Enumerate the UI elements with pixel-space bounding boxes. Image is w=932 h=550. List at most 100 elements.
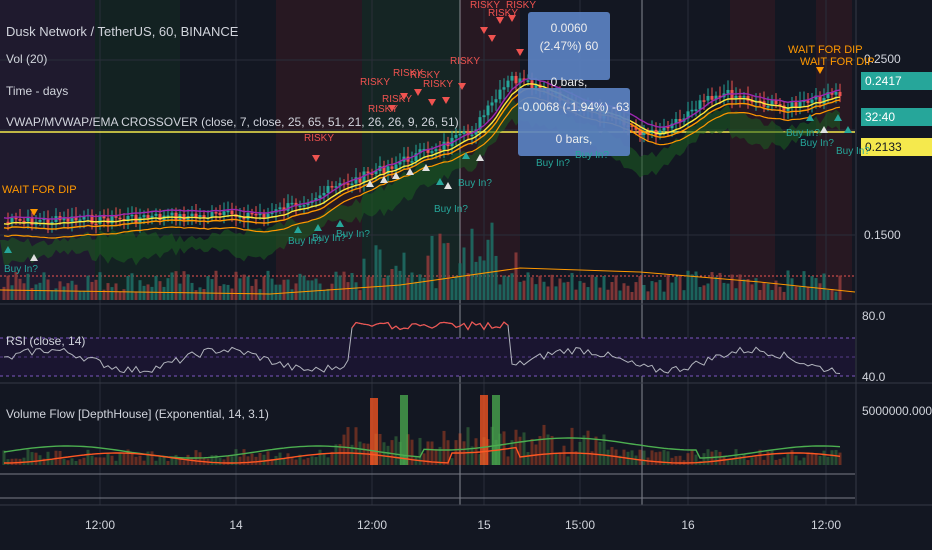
vf-bar [138, 455, 142, 465]
volume-bar [178, 283, 182, 300]
price-tick-bottom: 0.1500 [864, 228, 901, 242]
vf-bar [218, 458, 222, 465]
volume-bar [6, 275, 10, 300]
volume-flow-tick: 5000000.0000 [862, 404, 932, 418]
volume-bar [34, 284, 38, 300]
time-indicator-label[interactable]: Time - days [6, 84, 69, 98]
candle-body [662, 126, 666, 131]
symbol-title[interactable]: Dusk Network / TetherUS, 60, BINANCE [6, 24, 239, 39]
vf-bar [802, 457, 806, 465]
vf-bar [686, 453, 690, 465]
vf-bar [566, 456, 570, 465]
risky-arrow [508, 15, 516, 22]
volume-bar [746, 279, 750, 300]
volume-flow-label[interactable]: Volume Flow [DepthHouse] (Exponential, 1… [6, 407, 269, 421]
candle-body [170, 212, 174, 216]
vf-bar [658, 451, 662, 465]
buy-arrow-green [834, 114, 842, 121]
volume-bar [734, 288, 738, 300]
volume-bar [730, 274, 734, 300]
volume-bar [82, 290, 86, 300]
candle-body [142, 215, 146, 218]
candle-body [302, 205, 306, 207]
time-tick-1: 12:00 [84, 518, 116, 532]
candle-body [794, 102, 798, 107]
volume-bar [814, 278, 818, 300]
candle-body [198, 215, 202, 218]
vf-bar [302, 459, 306, 465]
volume-bar [486, 239, 490, 300]
volume-bar [622, 283, 626, 300]
volume-bar [666, 274, 670, 300]
candle-body [826, 92, 830, 99]
volume-bar [162, 286, 166, 300]
volume-bar [2, 286, 6, 300]
vf-bar [670, 457, 674, 465]
panel-separators[interactable] [0, 0, 932, 506]
vf-bar [538, 436, 542, 465]
volume-bar [530, 277, 534, 300]
candle-body [282, 207, 286, 211]
volume-bar [282, 279, 286, 300]
session-bands [0, 0, 852, 300]
volume-bar [794, 286, 798, 300]
vf-bar [814, 453, 818, 465]
vwap-indicator-label[interactable]: VWAP/MVWAP/EMA CROSSOVER (close, 7, clos… [6, 115, 459, 129]
volume-bar [490, 222, 494, 300]
vf-bar [718, 451, 722, 465]
candle-body [806, 100, 810, 103]
vf-bar [262, 454, 266, 465]
candle-body [678, 118, 682, 122]
candle-body [638, 129, 642, 135]
vf-bar [638, 449, 642, 465]
volume-bar [722, 282, 726, 300]
volume-bar [414, 281, 418, 300]
rsi-label[interactable]: RSI (close, 14) [6, 334, 86, 348]
volume-bar [410, 272, 414, 300]
tooltip-1-bars: 0 bars, [550, 75, 588, 89]
volume-bar [754, 278, 758, 300]
vf-bar [590, 451, 594, 465]
volume-bar [782, 291, 786, 300]
volume-bar [422, 277, 426, 300]
risky-label-9: RISKY [470, 0, 501, 11]
candle-body [434, 149, 438, 152]
vf-bar [382, 442, 386, 465]
volume-bar [434, 288, 438, 300]
candle-body [78, 219, 82, 222]
volume-bar [838, 275, 842, 300]
volume-bar [86, 275, 90, 300]
volume-bar [98, 272, 102, 300]
vf-bar [690, 449, 694, 465]
volume-bar [246, 276, 250, 300]
vf-bar [162, 456, 166, 465]
volume-bar [458, 263, 462, 300]
vf-bar [826, 456, 830, 465]
volume-bar [606, 289, 610, 300]
time-tick-2: 14 [229, 518, 243, 532]
volume-bar [602, 275, 606, 300]
candle-body [418, 149, 422, 154]
vol-indicator-label[interactable]: Vol (20) [6, 52, 48, 66]
volume-bar [170, 272, 174, 300]
candle-body [46, 218, 50, 224]
buy-arrow-green [294, 226, 302, 233]
candle-body [454, 134, 458, 138]
buy-arrow-green [4, 246, 12, 253]
volume-bar [810, 276, 814, 300]
vf-bar [394, 436, 398, 465]
vf-bar [742, 453, 746, 465]
vf-bar [74, 460, 78, 465]
volume-bar [738, 274, 742, 300]
candle-body [50, 222, 54, 224]
candle-body [290, 202, 294, 205]
candle-body [782, 105, 786, 111]
candle-body [338, 183, 342, 187]
vf-bar [54, 450, 58, 465]
vf-bar [230, 456, 234, 465]
vf-bar [410, 439, 414, 465]
volume-bar [390, 269, 394, 300]
vf-bar [418, 437, 422, 465]
vf-bar [662, 449, 666, 465]
